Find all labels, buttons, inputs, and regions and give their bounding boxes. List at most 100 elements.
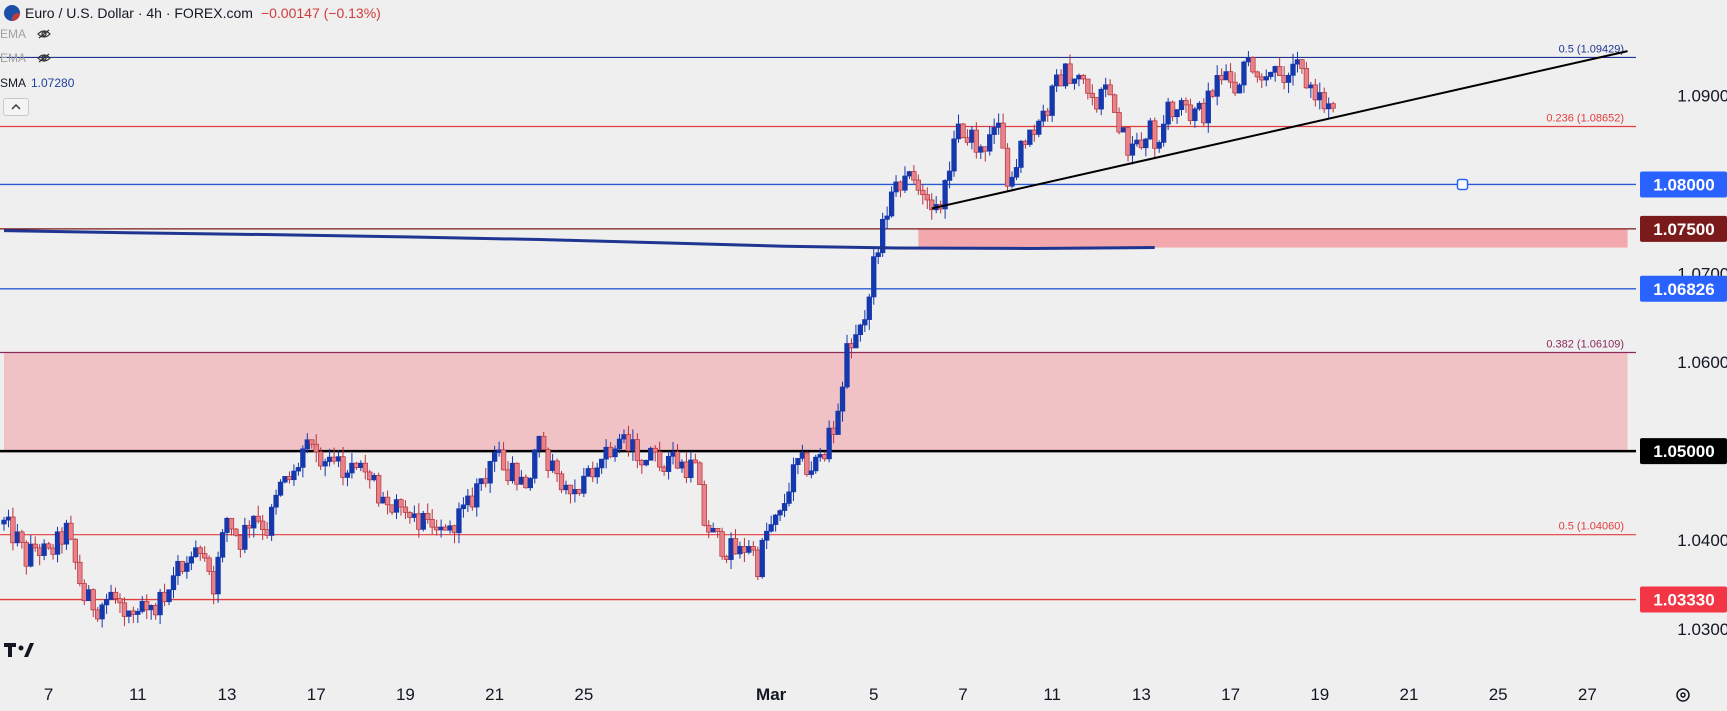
- candle: [1103, 77, 1109, 98]
- candle: [1201, 98, 1207, 127]
- indicator-ema-1[interactable]: EMA: [0, 25, 51, 43]
- candle: [393, 494, 400, 520]
- candle: [224, 516, 230, 542]
- candle: [1241, 60, 1247, 94]
- candle: [1067, 54, 1073, 84]
- candle: [804, 451, 810, 477]
- candle: [911, 165, 917, 185]
- candle: [358, 460, 364, 472]
- candle: [1036, 119, 1042, 138]
- fib-label-0: 0.5 (1.09429): [1559, 43, 1624, 55]
- candle: [206, 555, 212, 576]
- candle: [1308, 81, 1314, 98]
- candle: [1183, 97, 1189, 113]
- candle: [41, 539, 47, 561]
- price-badge-label: 1.08000: [1653, 175, 1714, 194]
- fib-label-2: 0.382 (1.06109): [1546, 339, 1624, 351]
- candle: [1107, 79, 1113, 96]
- price-badge[interactable]: [1640, 275, 1727, 302]
- sma-line[interactable]: [3, 229, 1155, 250]
- candle: [456, 502, 462, 544]
- price-badge[interactable]: [1640, 438, 1727, 465]
- candle: [875, 249, 881, 265]
- candle: [202, 546, 208, 562]
- price-badge-label: 1.05000: [1653, 442, 1714, 461]
- zone-0: [918, 228, 1628, 248]
- indicator-sma[interactable]: SMA 1.07280: [0, 74, 74, 92]
- candle: [955, 114, 962, 143]
- candle: [398, 498, 404, 516]
- candle: [1245, 51, 1252, 67]
- indicator-ema-2[interactable]: EMA: [0, 49, 51, 67]
- indicator-name: EMA: [0, 51, 27, 65]
- candle: [95, 606, 101, 622]
- x-tick-label: 7: [958, 685, 967, 704]
- candle: [862, 310, 868, 332]
- candle: [242, 517, 248, 554]
- candle: [572, 479, 578, 503]
- candle: [420, 510, 426, 532]
- candle: [384, 490, 391, 515]
- fib-label-3: 0.5 (1.04060): [1559, 521, 1624, 533]
- candle: [933, 196, 939, 214]
- candle: [1, 516, 7, 531]
- indicator-name: EMA: [0, 27, 27, 41]
- tradingview-logo: [4, 643, 34, 657]
- candle: [1276, 57, 1283, 76]
- eye-hidden-icon[interactable]: [37, 29, 51, 39]
- settings-gear-icon[interactable]: [1676, 688, 1690, 702]
- candle: [99, 602, 105, 628]
- candle: [822, 451, 828, 462]
- symbol-title[interactable]: Euro / U.S. Dollar · 4h · FOREX.com: [25, 5, 253, 21]
- price-badge[interactable]: [1640, 215, 1727, 242]
- candle: [126, 610, 132, 624]
- candle: [1031, 124, 1037, 142]
- candle: [1013, 158, 1020, 181]
- collapse-legend-button[interactable]: [3, 98, 29, 116]
- candle: [1303, 61, 1310, 89]
- candle: [648, 446, 654, 461]
- candle: [322, 458, 328, 477]
- eye-hidden-icon[interactable]: [37, 53, 51, 63]
- candle: [1223, 64, 1229, 81]
- candle: [576, 488, 583, 496]
- drag-handle[interactable]: [1456, 178, 1469, 191]
- candle: [54, 526, 61, 563]
- candle: [567, 484, 574, 504]
- candle: [1080, 74, 1087, 85]
- candle: [1125, 126, 1131, 162]
- candle: [161, 583, 168, 607]
- candle: [389, 504, 395, 515]
- x-tick-label: 21: [485, 685, 504, 704]
- candle: [853, 324, 859, 349]
- candle: [639, 459, 645, 474]
- candle: [1161, 115, 1167, 147]
- candle: [920, 184, 926, 205]
- candle: [509, 456, 516, 484]
- candle: [81, 579, 87, 606]
- candle: [563, 480, 569, 495]
- candle: [768, 515, 774, 533]
- candle: [1049, 84, 1055, 122]
- x-tick-label: 13: [218, 685, 237, 704]
- candle: [1143, 137, 1149, 157]
- trendline[interactable]: [931, 50, 1628, 210]
- candle: [558, 470, 565, 494]
- candle: [1169, 100, 1176, 122]
- candle: [1232, 72, 1238, 97]
- price-badge[interactable]: [1640, 586, 1727, 613]
- candle: [90, 588, 96, 617]
- candle: [1129, 136, 1136, 165]
- candle: [268, 504, 275, 542]
- candle: [1071, 78, 1078, 90]
- candle: [866, 293, 872, 330]
- candle: [411, 505, 417, 522]
- x-tick-label: 25: [574, 685, 593, 704]
- candle: [915, 174, 922, 195]
- price-badge[interactable]: [1640, 171, 1727, 198]
- candle: [1285, 72, 1292, 94]
- candle: [367, 469, 373, 489]
- candle: [416, 503, 422, 538]
- candle: [1268, 71, 1274, 80]
